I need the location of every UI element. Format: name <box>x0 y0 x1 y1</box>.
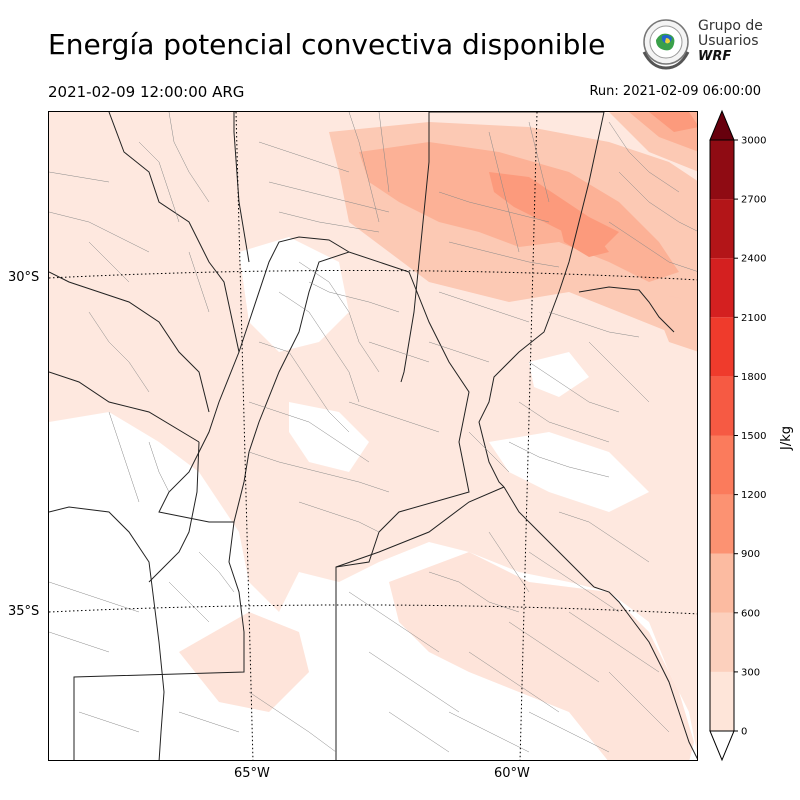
colorbar-tick-label-2100: 2100 <box>741 313 766 324</box>
colorbar-over-triangle <box>709 109 735 141</box>
logo-line1: Grupo de <box>698 18 763 34</box>
colorbar-tick-label-900: 900 <box>741 549 760 560</box>
colorbar-band-900 <box>710 494 734 554</box>
colorbar-band-300 <box>710 612 734 672</box>
colorbar-band-2400 <box>710 199 734 259</box>
colorbar-tick-label-1500: 1500 <box>741 431 766 442</box>
colorbar-tick-label-300: 300 <box>741 667 760 678</box>
map-canvas <box>49 112 697 760</box>
graticule <box>49 112 697 760</box>
lon-label-60w: 60°W <box>494 766 530 781</box>
colorbar-band-2700 <box>710 140 734 200</box>
logo-line3: WRF <box>698 49 732 64</box>
wrf-users-logo: Grupo de Usuarios WRF <box>638 16 768 72</box>
chart-title: Energía potencial convectiva disponible <box>48 28 606 61</box>
logo-seal-icon <box>642 19 690 70</box>
colorbar: 0 300 600 900 1200 1500 1800 2100 2400 2700 3000 J/… <box>709 109 794 762</box>
colorbar-tick-label-2700: 2700 <box>741 195 766 206</box>
colorbar-band-2100 <box>710 258 734 318</box>
colorbar-band-600 <box>710 553 734 613</box>
lon-label-65w: 65°W <box>234 766 270 781</box>
colorbar-tick-label-1200: 1200 <box>741 490 766 501</box>
colorbar-under-triangle <box>709 730 735 762</box>
valid-time: 2021-02-09 12:00:00 ARG <box>48 83 245 101</box>
colorbar-band-1800 <box>710 317 734 377</box>
colorbar-band-1500 <box>710 376 734 436</box>
lat-label-35s: 35°S <box>8 604 40 619</box>
colorbar-tick-label-2400: 2400 <box>741 254 766 265</box>
lat-label-30s: 30°S <box>8 270 40 285</box>
east-coastline <box>593 586 697 760</box>
cape-map <box>48 111 698 761</box>
logo-line2: Usuarios <box>698 33 759 49</box>
run-time: Run: 2021-02-09 06:00:00 <box>589 84 761 99</box>
colorbar-tick-label-3000: 3000 <box>741 136 766 147</box>
colorbar-band-1200 <box>710 435 734 495</box>
colorbar-tick-label-0: 0 <box>741 727 747 738</box>
department-borders <box>49 112 697 753</box>
country-border <box>49 506 165 760</box>
colorbar-tick-label-600: 600 <box>741 608 760 619</box>
colorbar-tick-label-1800: 1800 <box>741 372 766 383</box>
colorbar-band-0 <box>710 671 734 731</box>
cape-900-1200 <box>489 112 697 257</box>
colorbar-unit-label: J/kg <box>779 426 794 451</box>
